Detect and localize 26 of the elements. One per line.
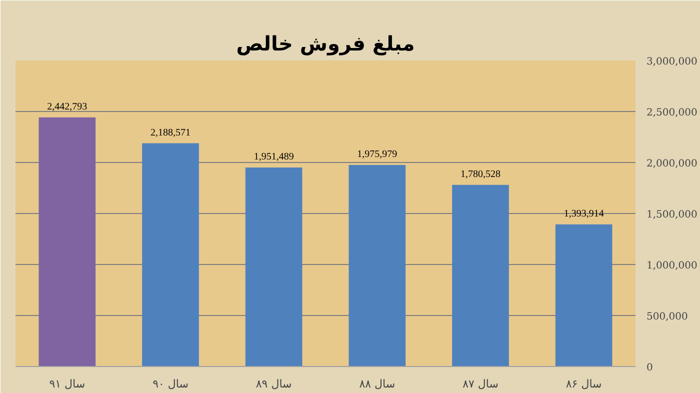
data-label: 1,393,914 (564, 208, 604, 220)
y-tick-label: 0 (646, 362, 653, 374)
y-tick-label: 2,500,000 (646, 108, 698, 118)
data-label: 1,975,979 (357, 148, 398, 160)
y-tick-label: 3,000,000 (646, 56, 698, 68)
data-label: 1,951,489 (254, 151, 294, 162)
x-tick-label: سال ۸۹ (256, 378, 292, 390)
y-tick-label: 2,000,000 (646, 158, 698, 170)
bar (452, 184, 509, 366)
bar (38, 117, 96, 366)
data-label: 2,188,571 (150, 127, 190, 138)
bar (555, 224, 612, 366)
y-tick-label: 1,000,000 (646, 260, 698, 272)
x-tick-label: سال ۸۸ (359, 378, 396, 390)
y-tick-label: 1,500,000 (646, 210, 698, 220)
bar (348, 164, 406, 366)
bar (245, 167, 302, 366)
x-tick-label: سال ۸۶ (566, 378, 602, 390)
chart-title: مبلغ فروش خالص (236, 32, 415, 56)
y-tick-label: 500,000 (646, 312, 688, 322)
x-tick-label: سال ۸۷ (462, 378, 498, 390)
x-tick-label: سال ۹۰ (152, 378, 188, 390)
x-tick-label: سال ۹۱ (49, 378, 86, 390)
data-label: 1,780,528 (460, 168, 500, 180)
bar (142, 143, 199, 366)
data-label: 2,442,793 (47, 101, 88, 112)
